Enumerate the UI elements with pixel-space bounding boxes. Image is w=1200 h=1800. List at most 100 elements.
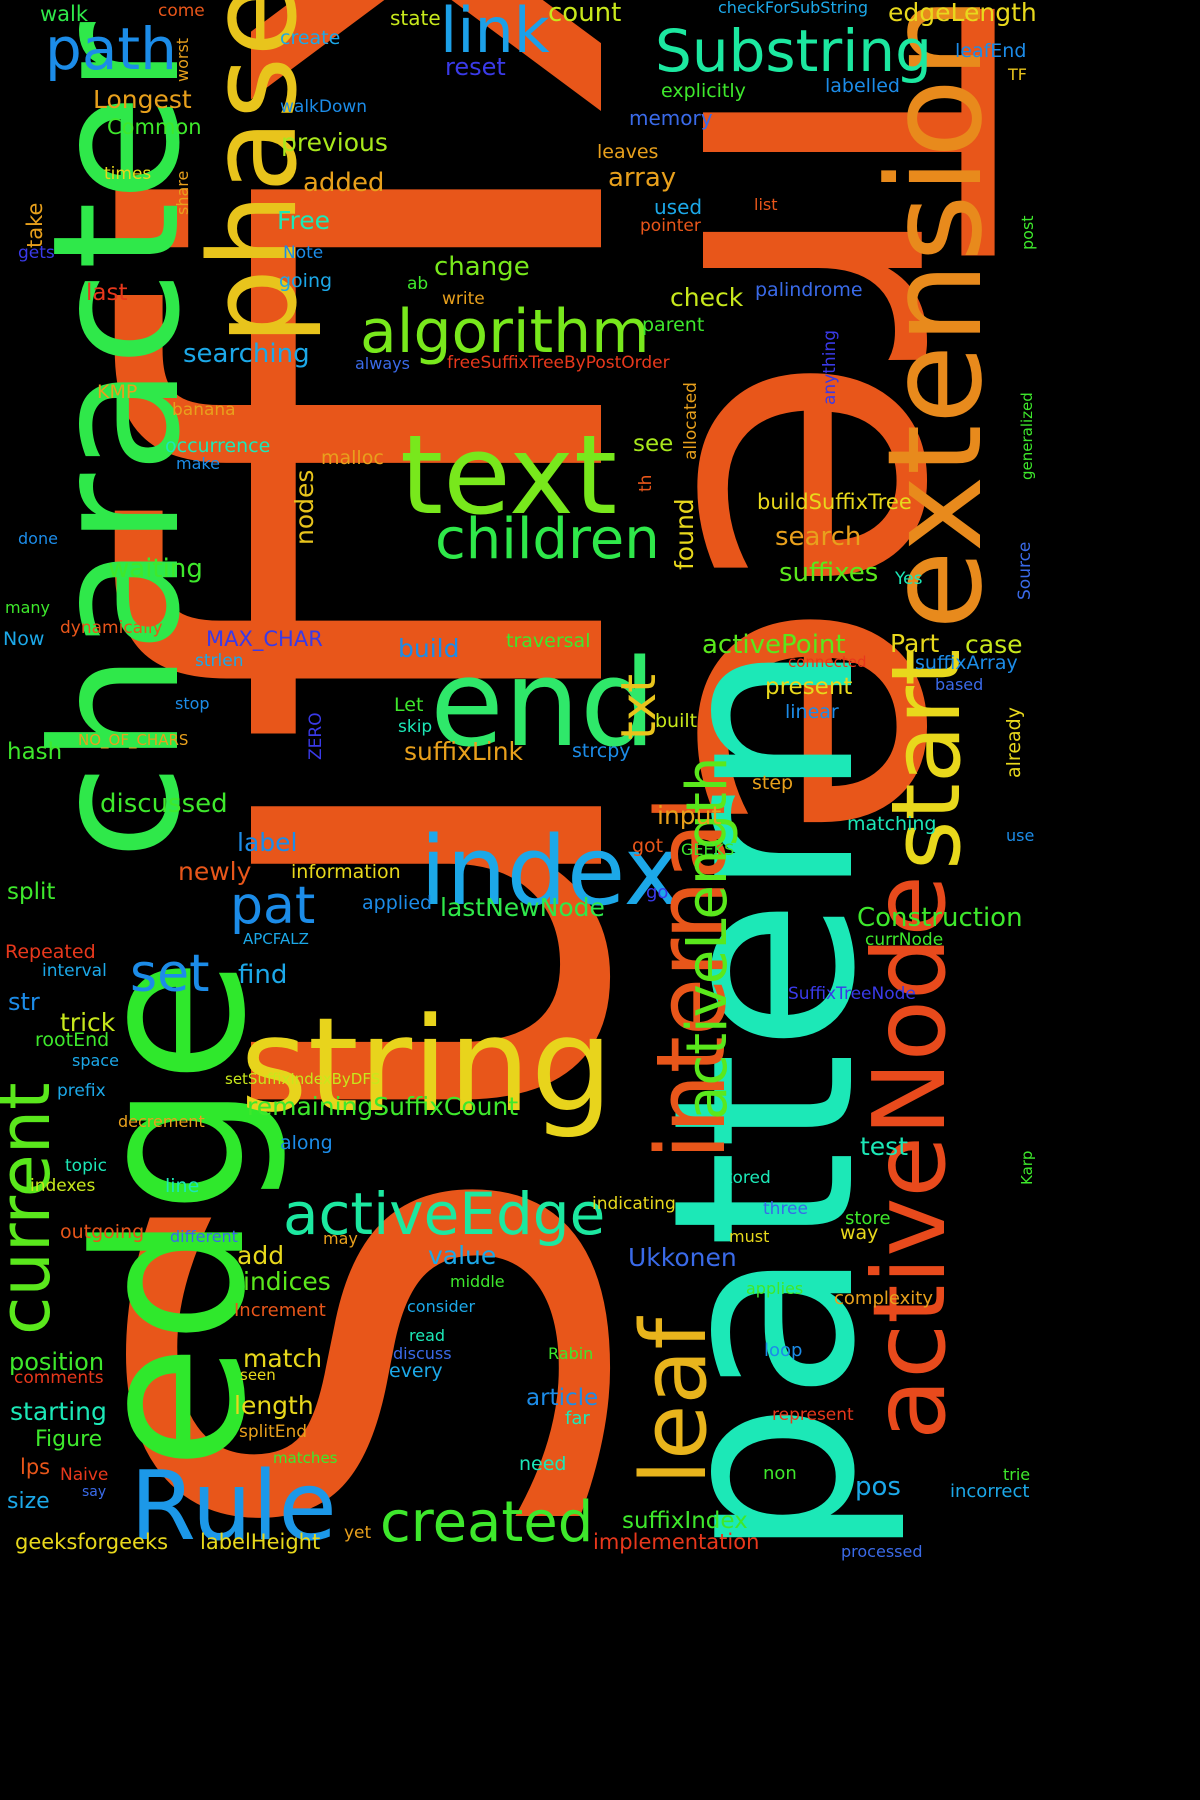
word-count: count: [548, 0, 622, 28]
word-discuss: discuss: [393, 1344, 452, 1363]
word-every: every: [389, 1360, 443, 1382]
word-always: always: [355, 354, 410, 373]
word-different: different: [170, 1227, 238, 1246]
word-banana: banana: [172, 400, 236, 420]
word-comments: comments: [14, 1368, 104, 1388]
word-added: added: [303, 168, 385, 198]
word-read: read: [409, 1326, 446, 1345]
word-list: list: [754, 195, 778, 214]
word-say: say: [82, 1484, 107, 1500]
word-tf: TF: [1008, 65, 1027, 84]
word-size: size: [7, 1489, 50, 1514]
word-case: case: [965, 630, 1023, 659]
word-figure: Figure: [35, 1427, 103, 1452]
word-complexity: complexity: [834, 1288, 933, 1309]
word-zero: ZERO: [306, 712, 326, 760]
word-stop: stop: [175, 694, 210, 713]
word-substring: Substring: [655, 17, 932, 85]
word-many: many: [5, 598, 50, 617]
word-check: check: [670, 283, 744, 312]
word-done: done: [18, 529, 58, 548]
word-write: write: [442, 289, 485, 309]
word-decrement: decrement: [118, 1112, 205, 1131]
word-state: state: [390, 6, 441, 30]
word-max-char: MAX_CHAR: [206, 627, 323, 651]
word-times: times: [104, 164, 152, 184]
word-pat: pat: [230, 876, 316, 936]
word-matching: matching: [847, 813, 937, 835]
word-implementation: implementation: [593, 1530, 760, 1554]
word-interval: interval: [42, 961, 107, 981]
word-traversal: traversal: [506, 630, 591, 652]
word-geeks: GEEKS: [681, 840, 735, 859]
word-nodes: nodes: [290, 469, 319, 545]
word-length: length: [234, 1391, 314, 1420]
word-strlen: strlen: [195, 651, 244, 671]
word-pos: pos: [855, 1472, 901, 1502]
word-rootend: rootEnd: [35, 1029, 110, 1051]
word-palindrome: palindrome: [755, 279, 863, 301]
word-add: add: [237, 1241, 285, 1270]
word-naive: Naive: [60, 1465, 109, 1485]
word-yet: yet: [344, 1523, 372, 1543]
word-set: set: [130, 944, 210, 1004]
word-lastnewnode: lastNewNode: [440, 893, 605, 922]
word-input: input: [657, 801, 722, 830]
word-longest: Longest: [93, 85, 192, 114]
word-non: non: [763, 1463, 797, 1484]
word-information: information: [291, 861, 401, 883]
word-seen: seen: [240, 1366, 276, 1384]
word-use: use: [1006, 826, 1035, 845]
word-index: index: [420, 817, 680, 927]
word-part: Part: [890, 629, 940, 658]
word-build: build: [398, 634, 460, 663]
word-line: line: [165, 1175, 200, 1197]
word-source: Source: [1015, 541, 1035, 600]
word-activeedge: activeEdge: [283, 1180, 606, 1248]
word-create: create: [280, 27, 341, 49]
word-got: got: [632, 835, 664, 857]
word-path: path: [45, 15, 177, 83]
word-rabin: Rabin: [548, 1344, 594, 1363]
word-freesuffixtreebypostorder: freeSuffixTreeByPostOrder: [447, 353, 670, 373]
word-incorrect: incorrect: [950, 1481, 1030, 1502]
word-geeksforgeeks: geeksforgeeks: [15, 1530, 169, 1554]
word-three: three: [763, 1199, 808, 1219]
word-match: match: [243, 1344, 323, 1373]
word-hash: hash: [7, 739, 63, 765]
word-now: Now: [3, 628, 45, 650]
word-lps: lps: [20, 1455, 51, 1479]
word-go: go: [646, 882, 669, 903]
word-way: way: [840, 1222, 879, 1244]
word-allocated: allocated: [681, 382, 701, 460]
word-children: children: [435, 507, 660, 572]
word-consider: consider: [407, 1297, 476, 1316]
word-built: built: [655, 710, 698, 732]
word-cloud: Suffix Tree pattern edge character string text…: [0, 0, 1045, 1562]
word-must: must: [729, 1227, 770, 1246]
word-repeated: Repeated: [5, 941, 96, 963]
word-far: far: [565, 1408, 590, 1429]
word-explicitly: explicitly: [661, 80, 746, 102]
word-created: created: [380, 1490, 594, 1555]
word-outgoing: outgoing: [60, 1221, 145, 1243]
word-ukkonen: Ukkonen: [628, 1243, 737, 1272]
word-walkdown: walkDown: [280, 97, 368, 117]
word-last: last: [86, 280, 128, 306]
word-common: Common: [107, 115, 202, 139]
word-current: current: [0, 1082, 66, 1335]
word-phase: phase: [185, 0, 324, 345]
word-algorithm: algorithm: [360, 297, 650, 367]
word-link: link: [440, 0, 550, 67]
word-along: along: [280, 1132, 333, 1154]
word-rule: Rule: [130, 1452, 337, 1562]
word-post: post: [1018, 215, 1037, 250]
word-anything: anything: [820, 330, 840, 405]
word-leaf: leaf: [622, 1317, 727, 1485]
word-gets: gets: [18, 243, 55, 263]
word-walk: walk: [40, 2, 89, 26]
word-space: space: [72, 1051, 119, 1070]
word-prefix: prefix: [57, 1081, 106, 1101]
word-checkforsubstring: checkForSubString: [718, 0, 869, 17]
word-leaves: leaves: [597, 141, 659, 163]
